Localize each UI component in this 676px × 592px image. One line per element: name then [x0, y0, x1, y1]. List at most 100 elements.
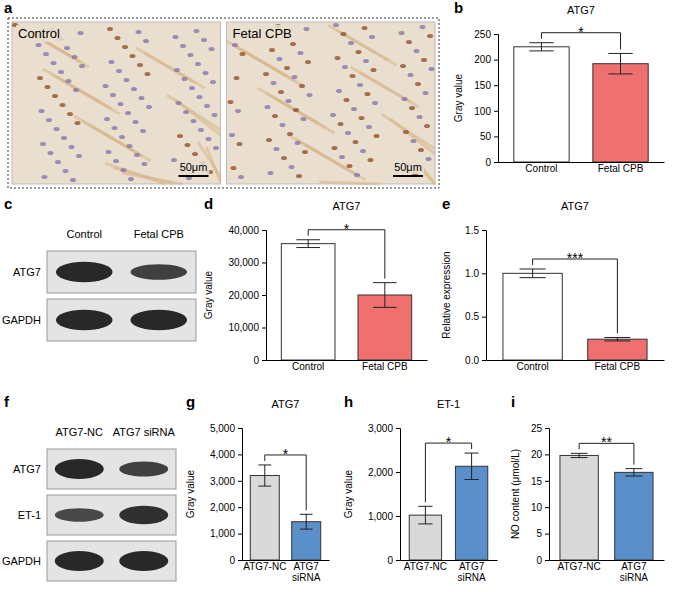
y-tick-mark [482, 273, 486, 274]
y-axis-title: Gray value [185, 469, 196, 518]
y-tick-label: 250 [474, 29, 491, 40]
cell-nucleus [176, 101, 182, 105]
cell-nucleus [210, 80, 216, 84]
y-tick-label: 5,000 [210, 423, 235, 434]
y-tick-label: 1,000 [368, 511, 393, 522]
cell-nucleus [427, 34, 433, 38]
column-label: Fetal CPB [134, 228, 184, 240]
cell-nucleus [336, 89, 342, 93]
error-bar [625, 469, 642, 476]
cell-nucleus [191, 119, 197, 123]
cell-nucleus [203, 71, 209, 75]
cell-nucleus [70, 178, 76, 182]
x-tick: Control [292, 361, 324, 372]
bar [503, 273, 562, 360]
cell-nucleus [293, 108, 299, 112]
blot-band [119, 461, 168, 476]
y-tick: 1.5 [465, 225, 486, 236]
panel: fATG7-NCATG7 siRNAATG7ET-1GAPDH [2, 393, 176, 581]
cell-nucleus [63, 169, 69, 173]
y-tick-mark [545, 534, 549, 535]
y-tick: 20,000 [228, 290, 266, 301]
cell-nucleus [281, 156, 287, 160]
cell-nucleus [424, 124, 430, 128]
marks [281, 240, 411, 360]
significance-bracket [425, 443, 471, 502]
cell-nucleus [192, 152, 198, 156]
cell-nucleus [418, 148, 424, 152]
label-patch [178, 160, 210, 174]
cell-nucleus [75, 121, 81, 125]
cell-nucleus [286, 99, 292, 103]
cell-nucleus [173, 35, 179, 39]
cell-nucleus [357, 83, 363, 87]
x-tick: ATG7siRNA [457, 561, 486, 583]
blot-strip [47, 299, 196, 341]
blot-strip [47, 251, 196, 293]
y-axis-title: Gray value [203, 270, 214, 319]
cell-nucleus [76, 154, 82, 158]
significance-label: ** [601, 434, 612, 450]
cell-nucleus [113, 159, 119, 163]
cell-nucleus [139, 96, 145, 100]
y-tick: 2,000 [210, 502, 242, 513]
cell-nucleus [235, 109, 241, 113]
y-tick-label: 150 [474, 80, 491, 91]
cell-nucleus [338, 122, 344, 126]
bar [615, 472, 653, 560]
cell-nucleus [142, 162, 148, 166]
y-tick-label: 1.5 [465, 225, 479, 236]
cell-nucleus [58, 70, 64, 74]
significance-label: * [344, 221, 350, 237]
cell-nucleus [134, 153, 140, 157]
chart-panel: d010,00020,00030,00040,000ControlFetal C… [203, 195, 428, 372]
y-axis-line [262, 231, 267, 361]
marks [560, 453, 653, 560]
marks [250, 465, 320, 560]
panel-letter: i [511, 393, 515, 410]
cell-nucleus [414, 49, 420, 53]
cell-nucleus [189, 86, 195, 90]
x-axis: ControlFetal CPB [499, 163, 665, 175]
cell-nucleus [42, 175, 48, 179]
cell-nucleus [36, 43, 42, 47]
x-axis: ControlFetal CPB [487, 361, 665, 373]
blot-band [56, 262, 113, 283]
cell-nucleus [368, 158, 374, 162]
cell-nucleus [369, 35, 375, 39]
cell-nucleus [69, 145, 75, 149]
cell-nucleus [299, 84, 305, 88]
cell-nucleus [272, 114, 278, 118]
tissue-strand [306, 145, 366, 180]
column-label: ATG7-NC [56, 426, 104, 438]
cell-nucleus [55, 160, 61, 164]
cell-nucleus [66, 79, 72, 83]
cell-nucleus [125, 111, 131, 115]
cell-nucleus [360, 149, 366, 153]
cell-nucleus [201, 38, 207, 42]
y-tick-mark [238, 454, 242, 455]
y-tick: 0 [536, 555, 549, 566]
y-tick-mark [494, 34, 498, 35]
cell-nucleus [411, 139, 417, 143]
cell-nucleus [213, 146, 219, 150]
y-axis-title: Relative expression [441, 251, 452, 338]
cell-nucleus [274, 147, 280, 151]
significance-bracket [308, 230, 385, 279]
y-tick-mark [545, 428, 549, 429]
cell-nucleus [347, 164, 353, 168]
y-tick-mark [482, 360, 486, 361]
bar [514, 47, 569, 162]
cell-nucleus [240, 52, 246, 56]
cell-nucleus [45, 85, 51, 89]
error-bar [571, 453, 588, 457]
figure: aControl50μmFetal CPB50μmcControlFetal C… [0, 0, 676, 592]
y-axis-line [396, 429, 401, 561]
y-tick: 200 [474, 54, 498, 65]
y-tick-label: 0 [536, 555, 542, 566]
cell-nucleus [354, 173, 360, 177]
error-bar [529, 43, 553, 51]
error-bar [608, 53, 632, 73]
panel-letter: c [4, 195, 12, 212]
y-axis: 0.00.51.01.5 [465, 225, 486, 366]
